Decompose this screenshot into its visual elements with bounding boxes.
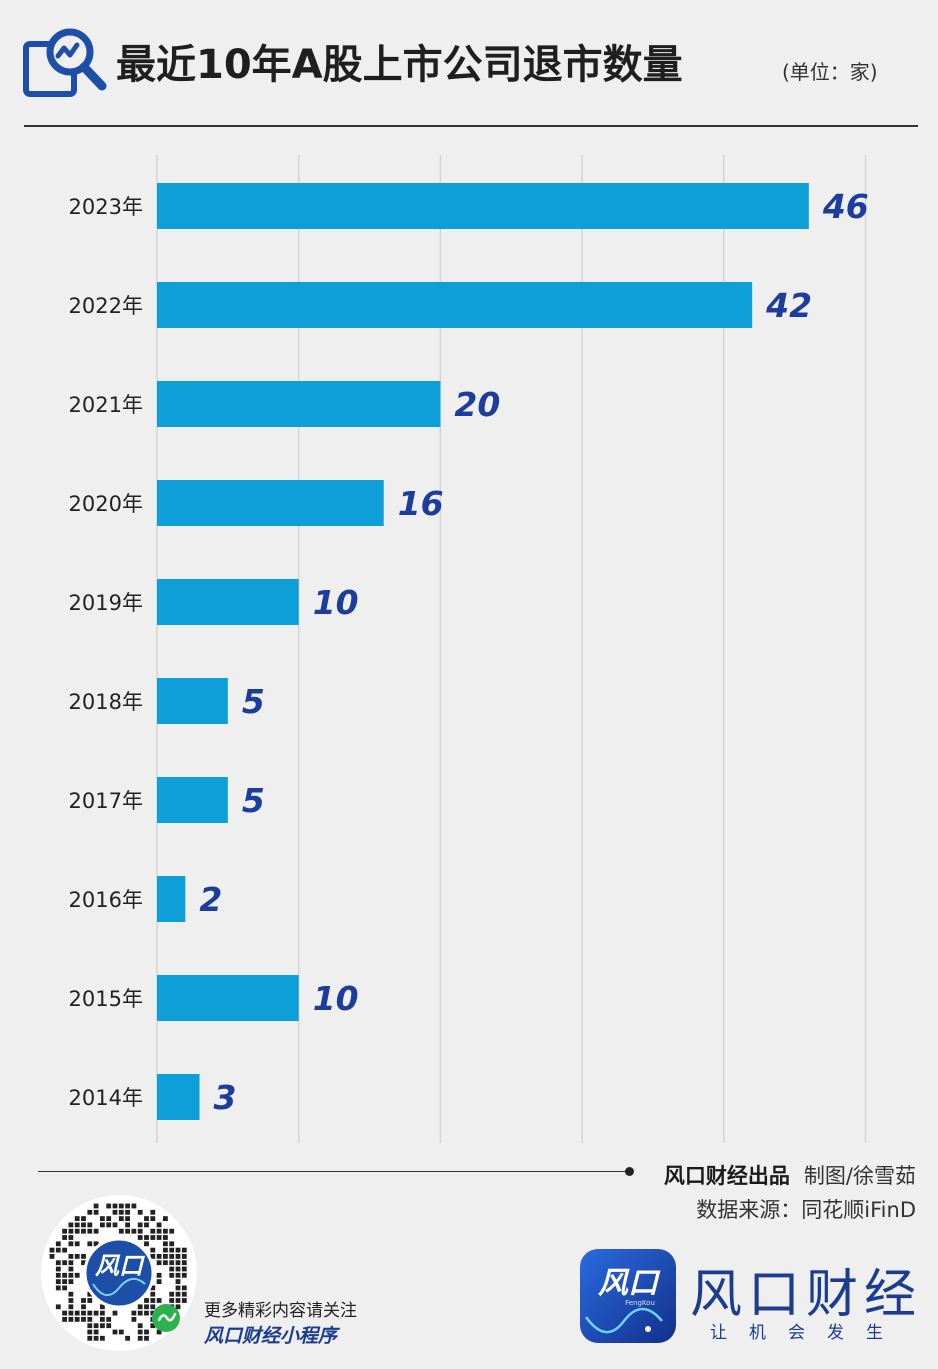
- category-label: 2017年: [69, 789, 143, 813]
- data-label: 42: [765, 286, 812, 325]
- footer-dot: [625, 1167, 634, 1176]
- app-logo-subtext: FengKou: [625, 1299, 655, 1307]
- producer-brand: 风口财经出品: [663, 1164, 790, 1188]
- data-label: 20: [454, 385, 500, 424]
- category-label: 2022年: [69, 294, 143, 318]
- footer-divider: [38, 1171, 628, 1172]
- header-divider: [24, 125, 918, 127]
- data-label: 3: [214, 1078, 237, 1117]
- data-label: 5: [242, 781, 265, 820]
- category-label: 2020年: [69, 492, 143, 516]
- credit-line: 风口财经出品 制图/徐雪茹: [664, 1160, 916, 1190]
- data-label: 10: [313, 583, 359, 622]
- category-label: 2019年: [69, 591, 143, 615]
- bar: [157, 678, 228, 724]
- data-label: 10: [313, 979, 359, 1018]
- bar: [157, 975, 299, 1021]
- category-label: 2021年: [69, 393, 143, 417]
- app-logo-text: 风口: [598, 1266, 661, 1301]
- promo-text: 更多精彩内容请关注: [204, 1301, 357, 1321]
- brand-slogan: 让机会发生: [710, 1323, 905, 1343]
- mini-program-name: 风口财经小程序: [204, 1325, 338, 1347]
- bar: [157, 1074, 200, 1120]
- bar: [157, 480, 384, 526]
- data-source: 数据来源：同花顺iFinD: [696, 1198, 916, 1222]
- qr-logo-text: 风口: [95, 1252, 145, 1280]
- bar: [157, 282, 753, 328]
- page-title: 最近10年A股上市公司退市数量: [116, 42, 683, 88]
- category-label: 2023年: [69, 195, 143, 219]
- bar: [157, 777, 228, 823]
- mini-program-qr-code-icon[interactable]: 风口: [38, 1192, 200, 1354]
- data-label: 5: [242, 682, 265, 721]
- data-label: 46: [822, 187, 869, 226]
- bar-chart: 2023年 46 2022年 42 2021年 20 2020年 16 2019年 10 2018年…: [69, 155, 869, 1143]
- data-label: 2: [199, 880, 222, 919]
- bar: [157, 183, 809, 229]
- fengkou-app-logo-icon: 风口 FengKou: [580, 1249, 676, 1343]
- category-label: 2018年: [69, 690, 143, 714]
- category-label: 2014年: [69, 1086, 143, 1110]
- bar: [157, 381, 441, 427]
- category-label: 2015年: [69, 987, 143, 1011]
- bar: [157, 876, 186, 922]
- data-label: 16: [398, 484, 444, 523]
- category-label: 2016年: [69, 888, 143, 912]
- unit-label: (单位：家): [782, 60, 878, 84]
- bar: [157, 579, 299, 625]
- magnifier-chart-icon: [23, 28, 107, 97]
- chart-author: 制图/徐雪茹: [803, 1164, 916, 1188]
- brand-name: 风口财经: [690, 1265, 923, 1325]
